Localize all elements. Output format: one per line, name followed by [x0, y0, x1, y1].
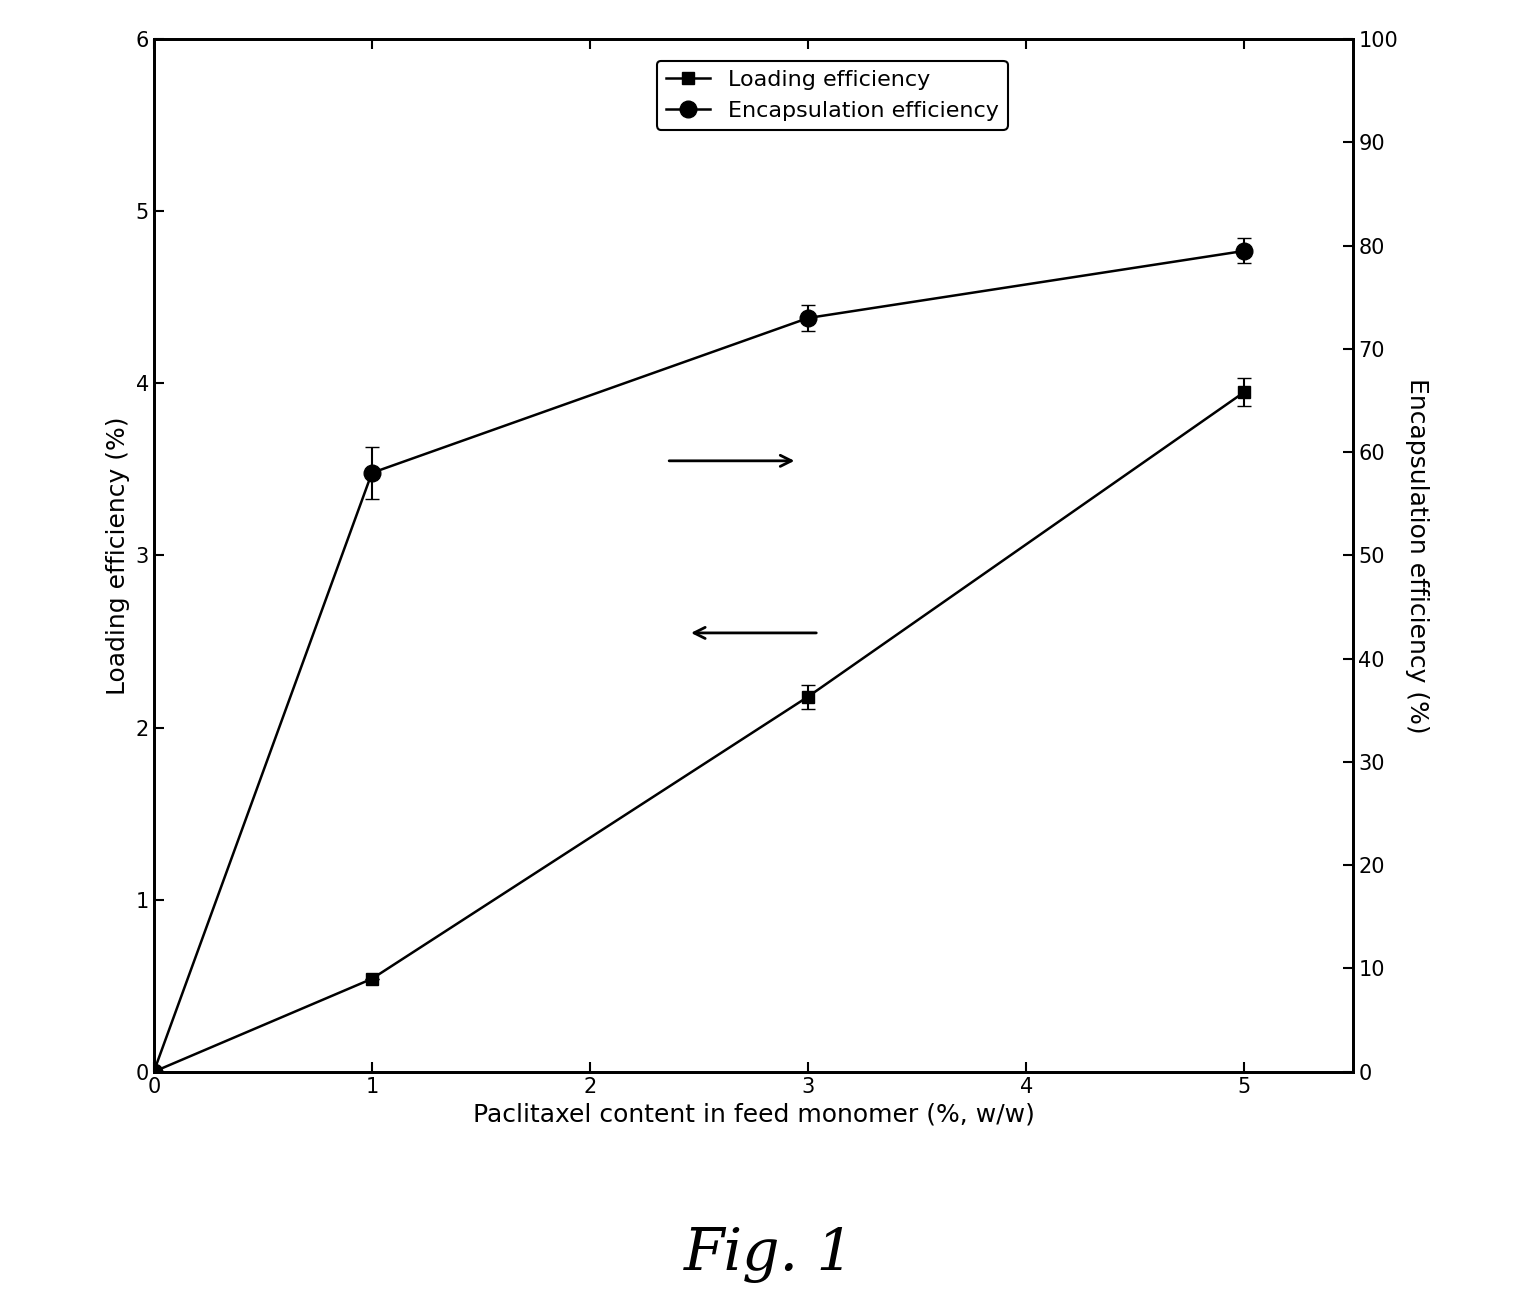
X-axis label: Paclitaxel content in feed monomer (%, w/w): Paclitaxel content in feed monomer (%, w… — [472, 1102, 1035, 1127]
Y-axis label: Encapsulation efficiency (%): Encapsulation efficiency (%) — [1404, 378, 1429, 733]
Legend: Loading efficiency, Encapsulation efficiency: Loading efficiency, Encapsulation effici… — [657, 60, 1007, 129]
Y-axis label: Loading efficiency (%): Loading efficiency (%) — [106, 416, 131, 695]
Text: Fig. 1: Fig. 1 — [684, 1226, 854, 1283]
